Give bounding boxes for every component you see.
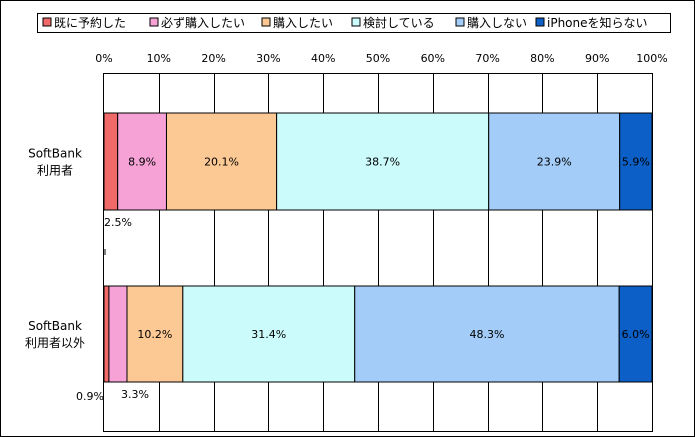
- legend-swatch: [42, 17, 52, 27]
- legend-label: 既に予約した: [54, 15, 126, 30]
- legend-swatch: [535, 17, 545, 27]
- bar-segment: [103, 285, 110, 383]
- legend-label: 必ず購入したい: [161, 16, 245, 30]
- legend-label: 検討している: [363, 15, 435, 30]
- x-tick-label: 30%: [256, 52, 280, 65]
- legend-label: 購入しない: [467, 16, 527, 30]
- bar-segment: [126, 285, 184, 383]
- category-label: 利用者: [37, 164, 73, 178]
- bar-segment: [103, 112, 119, 211]
- bar-segment: [619, 112, 653, 211]
- bar-segment: [108, 285, 128, 383]
- x-tick-label: 20%: [201, 52, 225, 65]
- x-axis-ticks: 0% 10% 20% 30% 40% 50% 60% 70% 80% 90% 100%: [95, 52, 667, 65]
- category-label: 利用者以外: [25, 336, 85, 350]
- data-label: 10.2%: [137, 328, 172, 341]
- data-label: 31.4%: [251, 328, 286, 341]
- x-tick-label: 100%: [636, 52, 667, 65]
- bar-segment: [488, 112, 621, 211]
- legend-label: iPhoneを知らない: [547, 16, 648, 30]
- x-tick-label: 90%: [585, 52, 609, 65]
- data-label: 0.9%: [76, 390, 104, 403]
- x-tick-label: 60%: [421, 52, 445, 65]
- bar-segment: [117, 112, 167, 211]
- x-tick-label: 40%: [311, 52, 335, 65]
- category-label: SoftBank: [28, 319, 82, 333]
- x-tick-label: 70%: [475, 52, 499, 65]
- data-label: 3.3%: [121, 388, 149, 401]
- bars: 8.9% 20.1% 38.7% 23.9% 5.9% 2.5% 10.2% 31.4% 48.…: [76, 112, 653, 403]
- data-label: 23.9%: [537, 156, 572, 169]
- x-tick-label: 10%: [147, 52, 171, 65]
- data-label: 48.3%: [469, 328, 504, 341]
- legend: 既に予約した 必ず購入したい 購入したい 検討している 購入しない iPhoneを知らない: [42, 15, 648, 30]
- legend-label: 購入したい: [273, 16, 333, 30]
- data-label: 5.9%: [622, 156, 650, 169]
- bar-segment: [618, 285, 653, 383]
- legend-swatch: [261, 17, 271, 27]
- x-tick-label: 80%: [530, 52, 554, 65]
- bar-segment: [165, 112, 278, 211]
- data-label: 2.5%: [104, 216, 132, 229]
- legend-swatch: [455, 17, 465, 27]
- data-label: 20.1%: [204, 156, 239, 169]
- bar-segment: [276, 112, 490, 211]
- bar-segment: [182, 285, 356, 383]
- bar-segment: [354, 285, 620, 383]
- data-label: 6.0%: [622, 328, 650, 341]
- data-label: 8.9%: [128, 156, 156, 169]
- category-labels: SoftBank 利用者 SoftBank 利用者以外: [25, 147, 85, 351]
- legend-swatch: [351, 17, 361, 27]
- x-tick-label: 50%: [366, 52, 390, 65]
- category-label: SoftBank: [28, 147, 82, 161]
- x-tick-label: 0%: [95, 52, 112, 65]
- data-label: 38.7%: [365, 156, 400, 169]
- legend-swatch: [149, 17, 159, 27]
